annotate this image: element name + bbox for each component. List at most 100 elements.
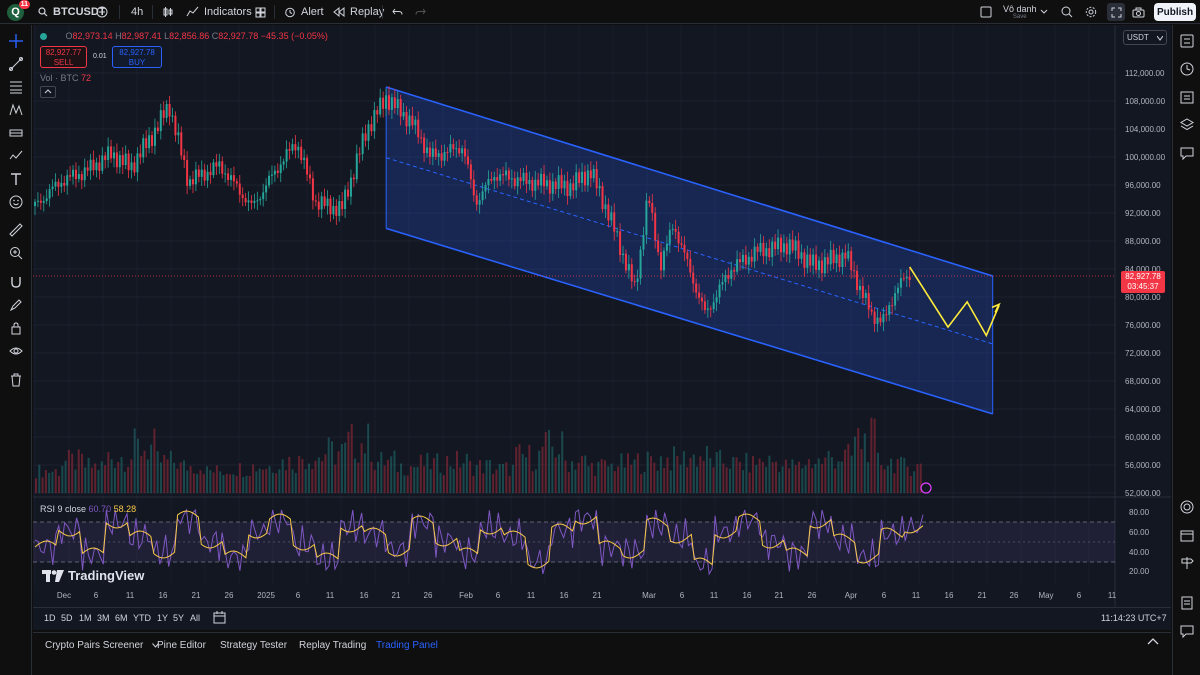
chart-pane[interactable]: O82,973.14 H82,987.41 L82,856.86 C82,927… <box>33 25 1171 630</box>
magnet-tool[interactable] <box>6 272 26 292</box>
calendar-button[interactable] <box>1177 525 1197 545</box>
snapshot-button[interactable] <box>1132 0 1145 24</box>
volume-bar <box>337 451 340 493</box>
volume-bar <box>511 464 514 493</box>
tab-replay-trading[interactable]: Replay Trading <box>299 640 367 651</box>
replay-button[interactable]: Replay <box>333 0 384 24</box>
notifications-button[interactable] <box>1177 593 1197 613</box>
brush-tool[interactable] <box>6 146 26 166</box>
tab-crypto-pairs-screener[interactable]: Crypto Pairs Screener <box>45 640 160 651</box>
layers-button[interactable] <box>1177 115 1197 135</box>
candle-body <box>434 148 437 157</box>
range-5y[interactable]: 5Y <box>173 613 185 623</box>
range-6m[interactable]: 6M <box>115 613 128 623</box>
candle-body <box>645 200 648 236</box>
hide-drawings-tool[interactable] <box>6 341 26 361</box>
candle-body <box>180 132 183 156</box>
range-1y[interactable]: 1Y <box>157 613 169 623</box>
help-button[interactable] <box>1177 621 1197 641</box>
candle-body <box>788 239 791 255</box>
remove-drawings-tool[interactable] <box>6 370 26 390</box>
crosshair-tool[interactable] <box>6 31 26 51</box>
volume-bar <box>291 469 294 493</box>
candle-body <box>121 155 124 166</box>
volume-bar <box>268 466 271 493</box>
object-tree-button[interactable] <box>1177 87 1197 107</box>
candle-body <box>303 157 306 161</box>
candle-body <box>803 252 806 268</box>
lock-drawing-tool[interactable] <box>6 295 26 315</box>
candle-body <box>186 159 189 186</box>
interval-button[interactable]: 4h <box>131 6 144 18</box>
volume-bar <box>633 459 636 493</box>
candle-body <box>595 168 598 189</box>
user-avatar[interactable]: Q 11 <box>7 0 30 24</box>
compare-add-button[interactable] <box>96 0 108 24</box>
tradingview-logo[interactable]: TradingView <box>42 568 144 583</box>
candle-body <box>727 274 730 279</box>
goto-date-button[interactable] <box>213 611 226 626</box>
price-chart[interactable] <box>33 25 1171 607</box>
alerts-panel-button[interactable] <box>1177 59 1197 79</box>
volume-bar <box>669 470 672 493</box>
collapse-legend-button[interactable] <box>40 86 56 98</box>
tab-trading-panel[interactable]: Trading Panel <box>376 640 438 651</box>
volume-bar <box>288 456 291 493</box>
tab-pine-editor[interactable]: Pine Editor <box>157 640 206 651</box>
select-toggle[interactable] <box>980 0 992 24</box>
collapse-panel-button[interactable] <box>1147 637 1159 648</box>
lock-all-tool[interactable] <box>6 318 26 338</box>
range-5d[interactable]: 5D <box>61 613 73 623</box>
prediction-tool[interactable] <box>6 123 26 143</box>
publish-button[interactable]: Publish <box>1154 3 1196 21</box>
zoom-tool[interactable] <box>6 243 26 263</box>
symbol-search[interactable]: BTCUSDT <box>38 0 106 24</box>
redo-button[interactable] <box>415 0 426 24</box>
candle-body <box>510 178 513 180</box>
text-tool[interactable] <box>6 169 26 189</box>
range-all[interactable]: All <box>190 613 201 623</box>
volume-bar <box>363 453 366 493</box>
indicators-button[interactable]: Indicators <box>186 0 252 24</box>
range-3m[interactable]: 3M <box>97 613 110 623</box>
candle-body <box>63 182 66 186</box>
sell-button[interactable]: 82,927.77 SELL <box>40 46 87 68</box>
candle-body <box>361 133 364 155</box>
time-tick: Apr <box>844 591 858 600</box>
layout-name-button[interactable]: Vô danh Save <box>1003 3 1037 20</box>
volume-bar <box>140 456 143 493</box>
currency-select[interactable]: USDT <box>1123 30 1167 45</box>
ideas-button[interactable] <box>1177 553 1197 573</box>
chart-type-button[interactable] <box>162 0 174 24</box>
emoji-tool[interactable] <box>6 192 26 212</box>
layouts-button[interactable] <box>255 0 266 24</box>
rsi-legend: RSI 9 close 60.70 58.28 <box>40 504 137 514</box>
brush-icon <box>9 150 23 160</box>
chats-button[interactable] <box>1177 143 1197 163</box>
settings-button[interactable] <box>1085 0 1097 24</box>
timezone-clock[interactable]: 11:14:23 UTC+7 <box>1101 613 1167 623</box>
watchlist-button[interactable] <box>1177 31 1197 51</box>
volume-bar <box>860 449 863 493</box>
signals-button[interactable] <box>1177 497 1197 517</box>
layout-menu-chevron[interactable] <box>1040 0 1048 24</box>
range-1m[interactable]: 1M <box>79 613 92 623</box>
quick-search-button[interactable] <box>1061 0 1073 24</box>
range-1d[interactable]: 1D <box>44 613 56 623</box>
pattern-tool[interactable] <box>6 100 26 120</box>
range-ytd[interactable]: YTD <box>133 613 151 623</box>
trendline-tool[interactable] <box>6 54 26 74</box>
volume-bar <box>738 461 741 493</box>
alert-button[interactable]: Alert <box>284 0 324 24</box>
fib-tool[interactable] <box>6 77 26 97</box>
candle-body <box>856 270 859 291</box>
buy-button[interactable]: 82,927.78 BUY <box>112 46 162 68</box>
measure-tool[interactable] <box>6 220 26 240</box>
time-tick: 21 <box>191 591 201 600</box>
undo-button[interactable] <box>392 0 403 24</box>
volume-bar <box>311 469 314 493</box>
fullscreen-button[interactable] <box>1107 3 1125 21</box>
volume-bar <box>386 459 389 493</box>
volume-bar <box>534 469 537 493</box>
tab-strategy-tester[interactable]: Strategy Tester <box>220 640 288 651</box>
